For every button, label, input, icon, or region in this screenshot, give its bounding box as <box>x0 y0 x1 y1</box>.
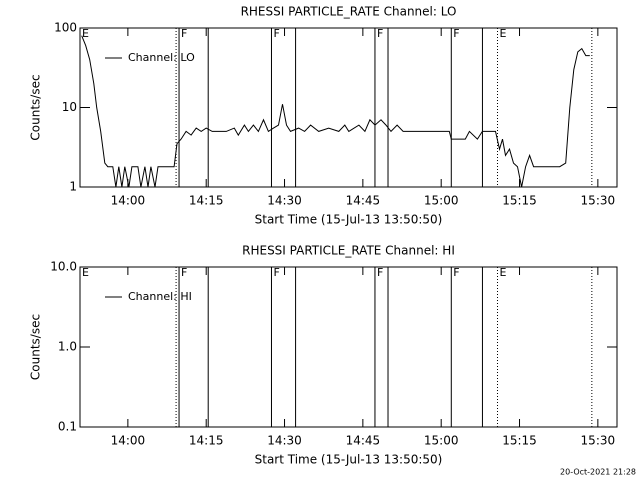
flag-label: F <box>273 266 279 279</box>
y-tick-label: 100 <box>54 21 77 35</box>
x-tick-label: 15:30 <box>581 434 616 448</box>
data-line <box>81 35 590 188</box>
x-tick-label: 15:00 <box>424 434 459 448</box>
x-tick-label: 15:30 <box>581 194 616 208</box>
flag-label: F <box>453 266 459 279</box>
x-tick-label: 14:30 <box>267 434 302 448</box>
chart-title: RHESSI PARTICLE_RATE Channel: LO <box>241 5 457 19</box>
flag-label: F <box>377 266 383 279</box>
flag-label: E <box>82 27 89 40</box>
flag-label: F <box>181 27 187 40</box>
x-tick-label: 15:00 <box>424 194 459 208</box>
flag-label: F <box>377 27 383 40</box>
x-tick-label: 15:15 <box>502 434 537 448</box>
flag-label: F <box>181 266 187 279</box>
x-tick-label: 14:30 <box>267 194 302 208</box>
y-tick-label: 10 <box>62 100 77 114</box>
x-tick-label: 14:45 <box>346 434 381 448</box>
flag-label: F <box>273 27 279 40</box>
y-axis-label: Counts/sec <box>29 314 43 380</box>
y-axis-label: Counts/sec <box>29 74 43 140</box>
legend-label: Channel: LO <box>128 51 195 64</box>
y-tick-label: 1 <box>69 180 77 194</box>
y-tick-label: 0.1 <box>58 420 77 434</box>
x-tick-label: 14:15 <box>189 434 224 448</box>
footer: 20-Oct-2021 21:28 <box>560 468 636 477</box>
y-tick-label: 1.0 <box>58 340 77 354</box>
flag-label: E <box>500 266 507 279</box>
x-tick-label: 15:15 <box>502 194 537 208</box>
x-tick-label: 14:45 <box>346 194 381 208</box>
x-axis-label: Start Time (15-Jul-13 13:50:50) <box>255 213 443 227</box>
x-tick-label: 14:00 <box>111 434 146 448</box>
chart-title: RHESSI PARTICLE_RATE Channel: HI <box>242 244 455 258</box>
flag-label: E <box>82 266 89 279</box>
legend-label: Channel: HI <box>128 290 192 303</box>
x-tick-label: 14:15 <box>189 194 224 208</box>
y-tick-label: 10.0 <box>50 260 77 274</box>
flag-label: F <box>453 27 459 40</box>
x-axis-label: Start Time (15-Jul-13 13:50:50) <box>255 453 443 467</box>
flag-label: E <box>500 27 507 40</box>
x-tick-label: 14:00 <box>111 194 146 208</box>
